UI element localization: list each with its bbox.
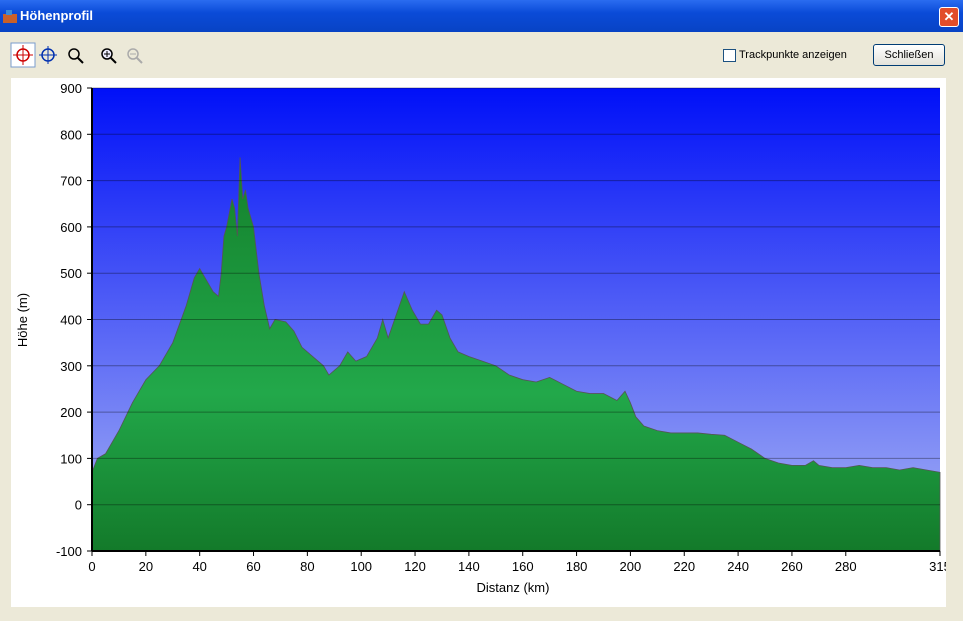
x-tick-label: 240 xyxy=(727,559,749,574)
x-tick-label: 140 xyxy=(458,559,480,574)
elevation-area xyxy=(91,157,941,552)
y-axis-label: Höhe (m) xyxy=(15,293,30,347)
x-tick-label: 220 xyxy=(673,559,695,574)
x-axis-label: Distanz (km) xyxy=(477,580,550,595)
tool-crosshair[interactable] xyxy=(39,46,57,64)
x-tick-label: 20 xyxy=(139,559,153,574)
x-tick-label: 120 xyxy=(404,559,426,574)
y-tick-label: 200 xyxy=(60,405,82,420)
toolbar xyxy=(10,42,143,68)
x-tick-label: 200 xyxy=(620,559,642,574)
checkbox-label[interactable]: Trackpunkte anzeigen xyxy=(739,49,847,61)
chart: Höhe (m) Distanz (km) -10001002003004005… xyxy=(11,78,946,607)
y-tick-label: 100 xyxy=(60,451,82,466)
close-button[interactable]: Schließen xyxy=(873,44,945,66)
y-tick-label: 900 xyxy=(60,81,82,96)
x-tick-label: 315 xyxy=(929,559,946,574)
x-tick-label: 160 xyxy=(512,559,534,574)
x-tick-label: 100 xyxy=(350,559,372,574)
y-tick-label: 500 xyxy=(60,266,82,281)
x-tick-label: 80 xyxy=(300,559,314,574)
y-tick-label: 700 xyxy=(60,174,82,189)
x-tick-label: 180 xyxy=(566,559,588,574)
tool-zoom-in[interactable] xyxy=(101,48,117,64)
x-tick-label: 0 xyxy=(88,559,95,574)
tool-zoom-box[interactable] xyxy=(68,48,84,64)
title-bar: Höhenprofil ✕ xyxy=(0,0,963,32)
y-tick-label: 800 xyxy=(60,127,82,142)
x-tick-label: 280 xyxy=(835,559,857,574)
app-icon xyxy=(3,10,17,23)
window-title: Höhenprofil xyxy=(20,8,93,23)
tool-zoom-out[interactable] xyxy=(127,48,143,64)
y-tick-label: -100 xyxy=(56,544,82,559)
x-tick-label: 40 xyxy=(192,559,206,574)
y-tick-label: 0 xyxy=(75,498,82,513)
y-tick-label: 600 xyxy=(60,220,82,235)
checkbox[interactable] xyxy=(723,49,736,62)
y-tick-label: 400 xyxy=(60,313,82,328)
close-window[interactable]: ✕ xyxy=(939,7,959,27)
x-tick-label: 260 xyxy=(781,559,803,574)
y-tick-label: 300 xyxy=(60,359,82,374)
x-tick-label: 60 xyxy=(246,559,260,574)
